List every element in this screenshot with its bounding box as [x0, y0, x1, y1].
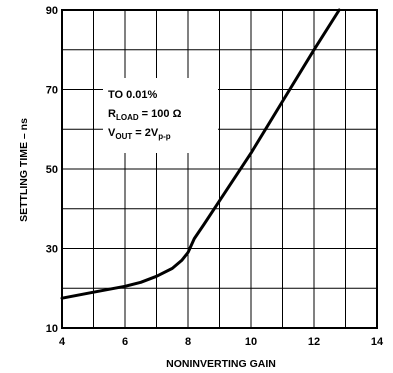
grid-lines	[62, 10, 377, 328]
y-tick-label: 90	[46, 5, 58, 17]
annotation-background	[103, 78, 218, 153]
x-tick-label: 10	[245, 336, 257, 348]
y-tick-label: 50	[46, 164, 58, 176]
annotation-line-1: TO 0.01%	[108, 89, 158, 101]
y-tick-label: 10	[46, 323, 58, 335]
x-axis-label: NONINVERTING GAIN	[166, 358, 276, 370]
x-tick-label: 4	[59, 336, 66, 348]
annotation-line-3: VOUT = 2Vp-p	[108, 127, 171, 141]
x-tick-label: 6	[122, 336, 128, 348]
plot-frame	[61, 9, 378, 329]
x-tick-labels: 4 6 8 10 12 14	[59, 336, 384, 348]
y-tick-label: 70	[46, 85, 58, 97]
y-tick-labels: 10 30 50 70 90	[46, 5, 58, 335]
series-line	[60, 8, 341, 300]
x-tick-label: 12	[308, 336, 320, 348]
x-tick-label: 14	[371, 336, 384, 348]
annotation-line-2: RLOAD = 100 Ω	[108, 108, 182, 122]
y-tick-label: 30	[46, 244, 58, 256]
y-axis-label: SETTLING TIME – ns	[18, 118, 30, 222]
x-tick-label: 8	[185, 336, 191, 348]
